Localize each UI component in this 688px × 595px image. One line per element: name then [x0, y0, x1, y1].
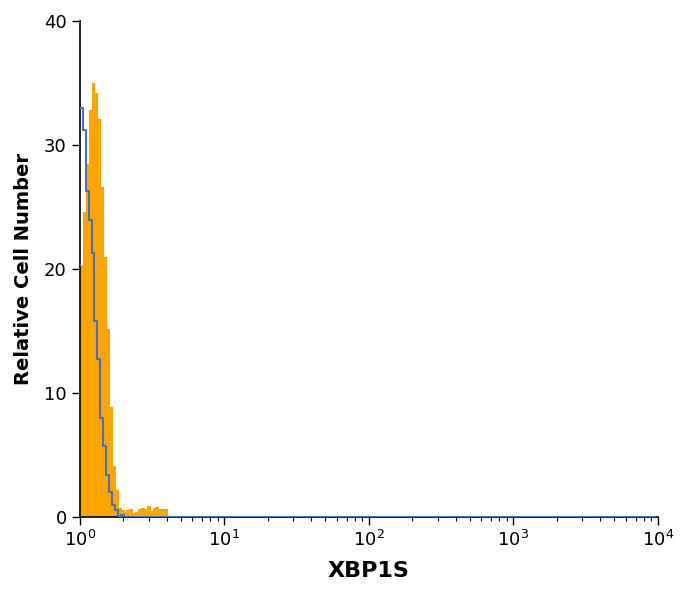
X-axis label: XBP1S: XBP1S — [328, 561, 410, 581]
Y-axis label: Relative Cell Number: Relative Cell Number — [14, 153, 33, 385]
